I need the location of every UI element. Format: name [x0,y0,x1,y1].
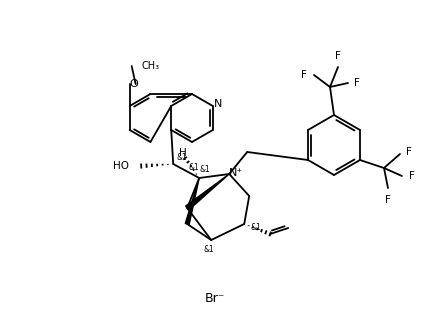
Text: F: F [354,78,360,88]
Text: Br⁻: Br⁻ [205,292,225,304]
Text: F: F [385,195,391,205]
Text: &1: &1 [204,244,215,254]
Text: N: N [213,99,222,109]
Text: H: H [179,148,187,158]
Text: &1: &1 [251,223,262,233]
Text: &1: &1 [200,165,210,174]
Text: N⁺: N⁺ [229,168,243,178]
Text: F: F [301,70,307,80]
Text: HO: HO [113,161,129,171]
Polygon shape [186,174,229,210]
Text: &1: &1 [177,154,187,162]
Text: CH₃: CH₃ [142,61,160,71]
Text: &1: &1 [189,163,200,173]
Text: F: F [335,51,341,61]
Text: F: F [409,171,415,181]
Polygon shape [185,178,199,224]
Text: O: O [129,79,138,89]
Text: F: F [406,147,412,157]
